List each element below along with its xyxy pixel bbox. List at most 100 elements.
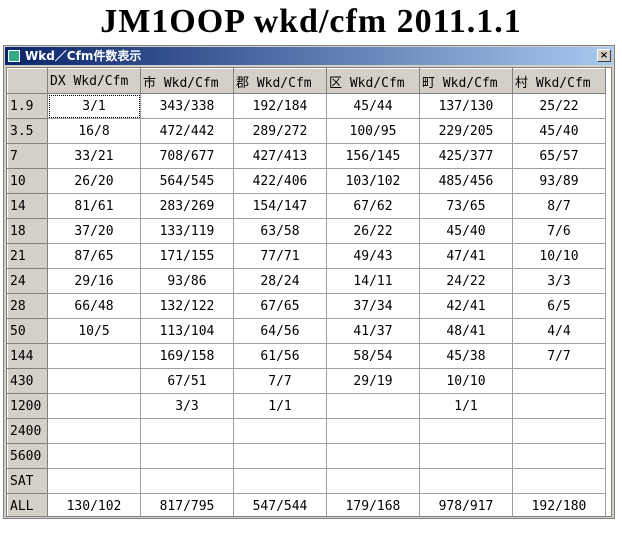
data-cell[interactable]: 169/158 bbox=[140, 343, 234, 369]
row-header[interactable]: 50 bbox=[7, 318, 48, 344]
data-cell[interactable]: 49/43 bbox=[326, 243, 420, 269]
data-cell[interactable]: 485/456 bbox=[419, 168, 513, 194]
data-cell[interactable] bbox=[512, 393, 606, 419]
data-cell[interactable]: 47/41 bbox=[419, 243, 513, 269]
data-cell[interactable]: 10/5 bbox=[47, 318, 141, 344]
data-cell[interactable] bbox=[140, 443, 234, 469]
data-cell[interactable]: 29/16 bbox=[47, 268, 141, 294]
column-header[interactable]: 市 Wkd/Cfm bbox=[140, 68, 234, 94]
data-cell[interactable]: 65/57 bbox=[512, 143, 606, 169]
data-cell[interactable]: 93/86 bbox=[140, 268, 234, 294]
data-cell[interactable] bbox=[233, 443, 327, 469]
data-cell[interactable]: 77/71 bbox=[233, 243, 327, 269]
row-header[interactable]: 1.9 bbox=[7, 93, 48, 119]
data-cell[interactable]: 29/19 bbox=[326, 368, 420, 394]
data-cell[interactable] bbox=[47, 443, 141, 469]
column-header[interactable]: 町 Wkd/Cfm bbox=[419, 68, 513, 94]
data-cell[interactable] bbox=[419, 468, 513, 494]
data-cell[interactable]: 130/102 bbox=[47, 493, 141, 516]
data-cell[interactable]: 427/413 bbox=[233, 143, 327, 169]
data-cell[interactable]: 3/1 bbox=[47, 93, 141, 119]
data-cell[interactable]: 137/130 bbox=[419, 93, 513, 119]
data-cell[interactable]: 817/795 bbox=[140, 493, 234, 516]
data-cell[interactable] bbox=[47, 343, 141, 369]
data-cell[interactable]: 24/22 bbox=[419, 268, 513, 294]
data-cell[interactable] bbox=[326, 443, 420, 469]
data-cell[interactable] bbox=[47, 468, 141, 494]
data-cell[interactable]: 14/11 bbox=[326, 268, 420, 294]
data-cell[interactable]: 81/61 bbox=[47, 193, 141, 219]
row-header[interactable]: 24 bbox=[7, 268, 48, 294]
data-cell[interactable]: 343/338 bbox=[140, 93, 234, 119]
data-cell[interactable] bbox=[233, 468, 327, 494]
data-cell[interactable]: 64/56 bbox=[233, 318, 327, 344]
data-cell[interactable]: 289/272 bbox=[233, 118, 327, 144]
data-cell[interactable]: 133/119 bbox=[140, 218, 234, 244]
data-cell[interactable]: 422/406 bbox=[233, 168, 327, 194]
data-cell[interactable]: 10/10 bbox=[419, 368, 513, 394]
data-cell[interactable]: 37/20 bbox=[47, 218, 141, 244]
data-cell[interactable] bbox=[47, 393, 141, 419]
data-cell[interactable]: 6/5 bbox=[512, 293, 606, 319]
data-cell[interactable]: 58/54 bbox=[326, 343, 420, 369]
data-cell[interactable] bbox=[326, 468, 420, 494]
data-cell[interactable]: 171/155 bbox=[140, 243, 234, 269]
data-cell[interactable]: 1/1 bbox=[233, 393, 327, 419]
column-header[interactable]: DX Wkd/Cfm bbox=[47, 68, 141, 94]
data-cell[interactable] bbox=[140, 418, 234, 444]
data-cell[interactable] bbox=[326, 393, 420, 419]
data-cell[interactable]: 978/917 bbox=[419, 493, 513, 516]
column-header[interactable]: 郡 Wkd/Cfm bbox=[233, 68, 327, 94]
data-cell[interactable]: 192/184 bbox=[233, 93, 327, 119]
data-cell[interactable]: 48/41 bbox=[419, 318, 513, 344]
data-cell[interactable] bbox=[419, 443, 513, 469]
data-cell[interactable]: 45/44 bbox=[326, 93, 420, 119]
data-cell[interactable]: 547/544 bbox=[233, 493, 327, 516]
data-cell[interactable]: 93/89 bbox=[512, 168, 606, 194]
close-button[interactable]: × bbox=[597, 49, 611, 62]
row-header[interactable]: 21 bbox=[7, 243, 48, 269]
data-cell[interactable] bbox=[47, 368, 141, 394]
data-cell[interactable]: 8/7 bbox=[512, 193, 606, 219]
row-header[interactable]: ALL bbox=[7, 493, 48, 516]
row-header[interactable]: 3.5 bbox=[7, 118, 48, 144]
data-cell[interactable]: 10/10 bbox=[512, 243, 606, 269]
data-cell[interactable] bbox=[233, 418, 327, 444]
data-cell[interactable]: 66/48 bbox=[47, 293, 141, 319]
data-cell[interactable]: 73/65 bbox=[419, 193, 513, 219]
data-cell[interactable]: 45/40 bbox=[419, 218, 513, 244]
data-cell[interactable] bbox=[512, 418, 606, 444]
data-cell[interactable]: 67/62 bbox=[326, 193, 420, 219]
row-header[interactable]: 7 bbox=[7, 143, 48, 169]
data-cell[interactable] bbox=[140, 468, 234, 494]
data-cell[interactable]: 26/20 bbox=[47, 168, 141, 194]
data-cell[interactable]: 4/4 bbox=[512, 318, 606, 344]
row-header[interactable]: 10 bbox=[7, 168, 48, 194]
row-header[interactable]: 18 bbox=[7, 218, 48, 244]
row-header[interactable]: 28 bbox=[7, 293, 48, 319]
data-cell[interactable]: 7/7 bbox=[512, 343, 606, 369]
data-cell[interactable]: 708/677 bbox=[140, 143, 234, 169]
data-cell[interactable]: 16/8 bbox=[47, 118, 141, 144]
data-cell[interactable]: 425/377 bbox=[419, 143, 513, 169]
data-cell[interactable]: 7/7 bbox=[233, 368, 327, 394]
row-header[interactable]: 144 bbox=[7, 343, 48, 369]
data-cell[interactable]: 156/145 bbox=[326, 143, 420, 169]
data-cell[interactable]: 100/95 bbox=[326, 118, 420, 144]
data-cell[interactable]: 113/104 bbox=[140, 318, 234, 344]
data-cell[interactable]: 67/51 bbox=[140, 368, 234, 394]
data-cell[interactable]: 1/1 bbox=[419, 393, 513, 419]
data-cell[interactable]: 192/180 bbox=[512, 493, 606, 516]
row-header[interactable]: SAT bbox=[7, 468, 48, 494]
data-cell[interactable]: 154/147 bbox=[233, 193, 327, 219]
column-header[interactable]: 村 Wkd/Cfm bbox=[512, 68, 606, 94]
row-header[interactable]: 2400 bbox=[7, 418, 48, 444]
data-cell[interactable]: 45/40 bbox=[512, 118, 606, 144]
data-cell[interactable]: 26/22 bbox=[326, 218, 420, 244]
data-cell[interactable]: 28/24 bbox=[233, 268, 327, 294]
data-cell[interactable]: 3/3 bbox=[140, 393, 234, 419]
row-header[interactable]: 1200 bbox=[7, 393, 48, 419]
data-cell[interactable]: 42/41 bbox=[419, 293, 513, 319]
data-cell[interactable]: 229/205 bbox=[419, 118, 513, 144]
data-cell[interactable]: 25/22 bbox=[512, 93, 606, 119]
